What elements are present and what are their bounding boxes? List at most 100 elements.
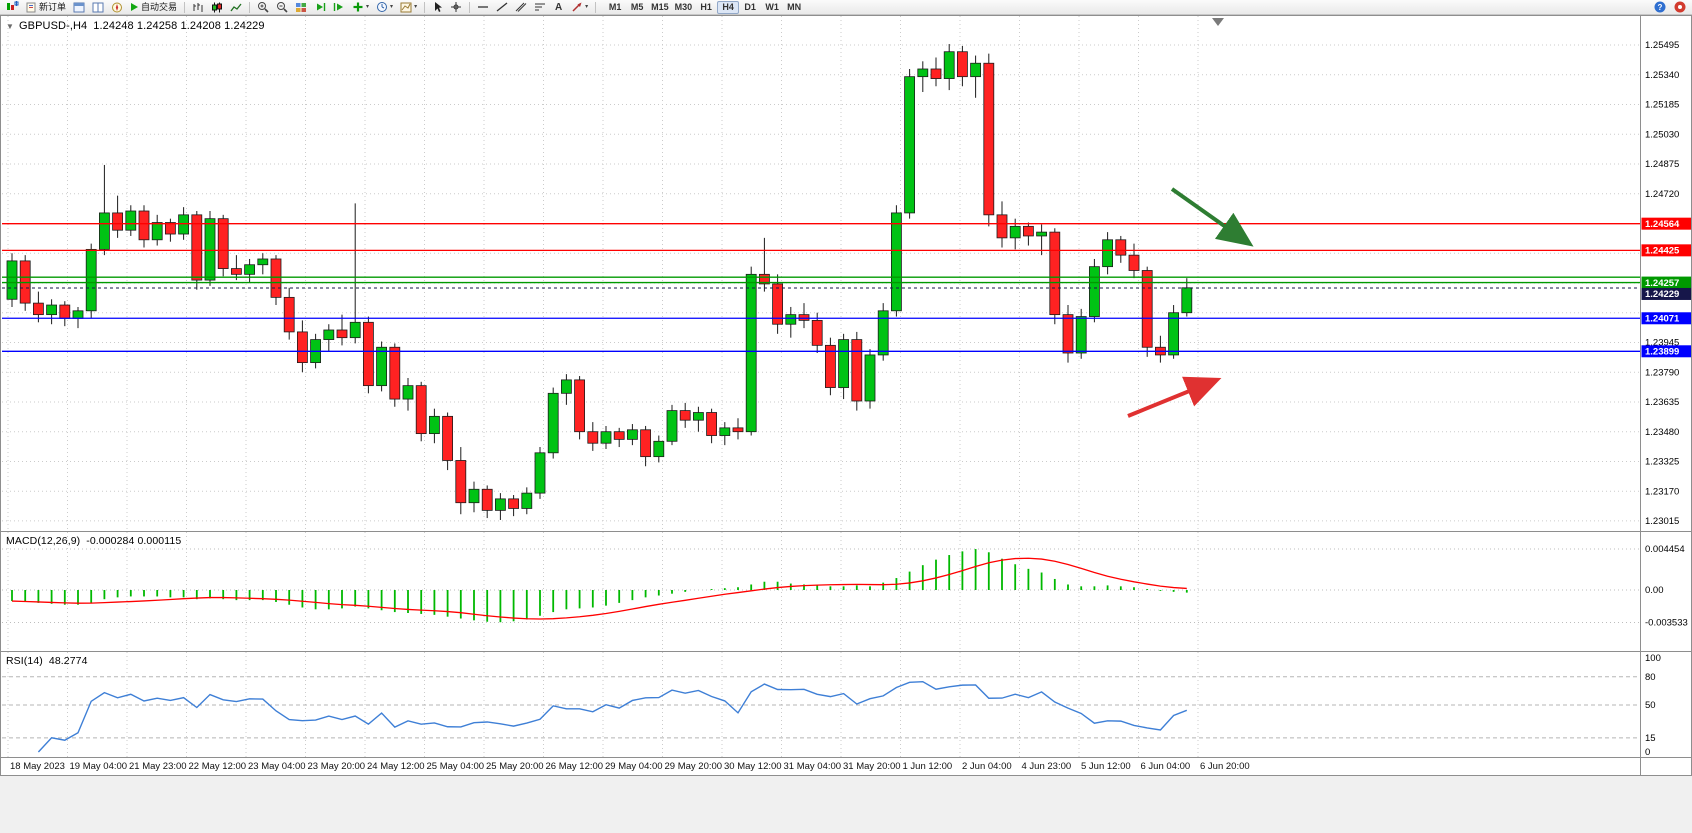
horizontal-line-objects[interactable] <box>2 223 1640 352</box>
candle-body <box>1181 287 1193 314</box>
candle-body <box>574 379 585 433</box>
help-icon: ? <box>1654 1 1666 13</box>
help-button[interactable]: ? <box>1651 1 1669 14</box>
candle-body <box>825 344 836 388</box>
line-chart-icon <box>230 3 242 11</box>
price-tag-label: 1.24564 <box>1645 219 1680 230</box>
macd-scale-label: 0.004454 <box>1645 544 1685 555</box>
candle-body <box>1115 239 1127 256</box>
candle-body <box>561 379 572 394</box>
new-chart-button[interactable] <box>3 1 22 14</box>
candle-body <box>428 415 440 435</box>
data-window-button[interactable] <box>89 1 107 14</box>
auto-scroll-button[interactable] <box>311 1 329 14</box>
zoom-in-button[interactable] <box>254 1 272 14</box>
candle-body <box>547 392 559 454</box>
chart-shift-marker[interactable] <box>1212 18 1224 26</box>
bar-chart-icon <box>193 2 203 12</box>
market-watch-button[interactable] <box>70 1 88 14</box>
candle-body <box>442 415 454 461</box>
timeframe-button-m1[interactable]: M1 <box>604 1 626 14</box>
svg-text:?: ? <box>1658 3 1663 12</box>
price-tag <box>1641 287 1692 300</box>
candle-body <box>521 492 533 509</box>
candle-body <box>706 412 717 436</box>
new-order-button[interactable]: 新订单 <box>23 1 69 14</box>
arrows-tool-button[interactable]: ▾ <box>568 1 591 14</box>
candle-body <box>864 354 876 402</box>
rsi-scale-label: 0 <box>1645 747 1650 758</box>
tile-windows-button[interactable] <box>292 1 310 14</box>
candle-body <box>72 310 84 319</box>
timeframe-button-h4[interactable]: H4 <box>717 0 740 14</box>
rsi-scale-label: 80 <box>1645 672 1656 683</box>
candle-body <box>59 304 71 319</box>
candlestick-chart-button[interactable] <box>208 1 226 14</box>
timeframe-button-d1[interactable]: D1 <box>739 1 761 14</box>
timeframe-button-m30[interactable]: M30 <box>672 1 696 14</box>
zoom-in-icon <box>258 2 269 13</box>
timeframe-button-w1[interactable]: W1 <box>761 1 783 14</box>
market-watch-icon <box>73 2 85 12</box>
periods-button[interactable]: ▾ <box>373 1 396 14</box>
candlestick-chart-icon <box>212 2 223 12</box>
indicators-button[interactable]: ▾ <box>349 1 372 14</box>
timeframe-button-h1[interactable]: H1 <box>695 1 717 14</box>
chart-shift-button[interactable] <box>330 1 348 14</box>
zoom-out-button[interactable] <box>273 1 291 14</box>
price-scale-label: 1.24875 <box>1645 159 1679 170</box>
line-chart-button[interactable] <box>227 1 245 14</box>
candle-body <box>785 314 797 325</box>
candle-body <box>653 440 665 458</box>
time-axis-label: 29 May 04:00 <box>605 761 663 772</box>
auto-trading-button[interactable]: 自动交易 <box>127 1 180 14</box>
chart-background <box>0 15 1692 775</box>
candle-body <box>349 321 361 339</box>
candle-body <box>627 429 638 440</box>
rsi-level-lines <box>2 676 1640 739</box>
dropdown-caret-icon: ▾ <box>390 4 394 10</box>
candle-body <box>943 51 955 79</box>
macd-scale-label: 0.00 <box>1645 585 1664 596</box>
cursor-button[interactable] <box>429 1 446 14</box>
price-scale-label: 1.23325 <box>1645 457 1679 468</box>
red-arrow[interactable] <box>1127 376 1222 418</box>
price-scale-label: 1.25030 <box>1645 129 1679 140</box>
fibonacci-button[interactable] <box>531 1 549 14</box>
community-button[interactable] <box>1671 1 1689 14</box>
horizontal-line-button[interactable] <box>474 1 492 14</box>
price-scale[interactable]: 1.25495 1.25340 1.25185 1.25030 1.24875 1.247… <box>1641 40 1692 758</box>
candle-body <box>772 283 783 325</box>
candle-body <box>1049 231 1061 316</box>
price-tag <box>1641 345 1692 358</box>
candle-body <box>877 310 889 356</box>
price-scale-label: 1.23945 <box>1645 338 1679 349</box>
bar-chart-button[interactable] <box>189 1 207 14</box>
trendline-button[interactable] <box>493 1 511 14</box>
time-axis[interactable]: 18 May 2023 19 May 04:00 21 May 23:00 22 Ma… <box>10 761 1250 772</box>
green-arrow[interactable] <box>1170 187 1254 247</box>
dropdown-caret-icon: ▾ <box>366 4 370 10</box>
candle-body <box>230 268 242 275</box>
templates-button[interactable]: ▾ <box>397 1 420 14</box>
fibonacci-icon <box>535 3 546 11</box>
candle-body <box>296 331 308 364</box>
timeframe-button-m5[interactable]: M5 <box>626 1 648 14</box>
crosshair-button[interactable] <box>447 1 465 14</box>
new-chart-icon <box>7 1 19 10</box>
price-scale-label: 1.23480 <box>1645 427 1679 438</box>
navigator-button[interactable] <box>108 1 126 14</box>
toolbar-separator <box>595 1 597 13</box>
price-scale-background <box>1641 15 1692 775</box>
equidistant-channel-button[interactable] <box>512 1 530 14</box>
rsi-scale-label: 50 <box>1645 700 1656 711</box>
timeframe-button-mn[interactable]: MN <box>783 1 805 14</box>
chart-canvas[interactable]: 1.25495 1.25340 1.25185 1.25030 1.24875 1.247… <box>0 15 1692 833</box>
price-scale-label: 1.25495 <box>1645 40 1679 51</box>
candle-body <box>798 314 810 321</box>
candle-body <box>6 260 18 300</box>
text-tool-button[interactable]: A <box>550 1 567 14</box>
timeframe-button-m15[interactable]: M15 <box>648 1 672 14</box>
trendline-icon <box>496 2 508 12</box>
zoom-out-icon <box>277 2 288 13</box>
